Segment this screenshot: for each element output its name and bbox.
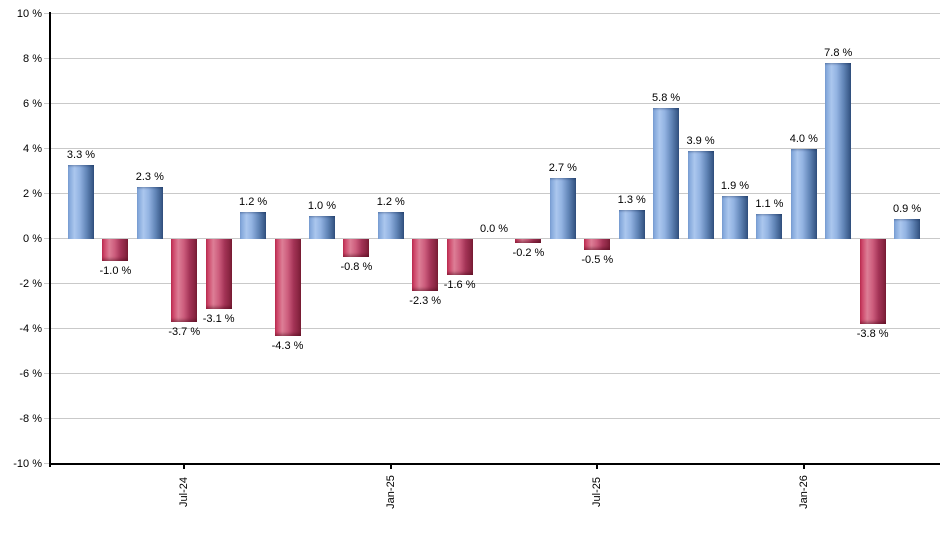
x-axis-tick bbox=[596, 463, 599, 469]
y-axis-tick bbox=[43, 373, 49, 375]
x-axis-tick-label: Jul-24 bbox=[178, 477, 191, 507]
bar-value-label: 2.7 % bbox=[548, 162, 577, 174]
y-axis-tick bbox=[43, 328, 49, 330]
y-axis-line bbox=[48, 12, 51, 467]
bar bbox=[377, 211, 404, 239]
bar bbox=[721, 196, 748, 239]
y-axis-tick bbox=[43, 193, 49, 195]
bar bbox=[756, 214, 783, 239]
x-axis-tick bbox=[389, 463, 392, 469]
bar-value-label: 0.0 % bbox=[479, 222, 509, 235]
y-axis-tick-label: 4 % bbox=[23, 142, 42, 155]
bar bbox=[171, 238, 198, 322]
y-axis-tick-label: 10 % bbox=[16, 7, 42, 20]
bar bbox=[653, 108, 680, 239]
y-axis-tick bbox=[43, 418, 49, 420]
bar bbox=[515, 238, 542, 244]
gridline bbox=[49, 58, 940, 60]
gridline bbox=[49, 418, 940, 420]
bar-value-label: -1.6 % bbox=[443, 278, 476, 291]
bar bbox=[618, 209, 645, 239]
bar-value-label: 1.9 % bbox=[720, 180, 750, 192]
y-axis-tick bbox=[43, 148, 49, 150]
bar-value-label: 1.0 % bbox=[307, 200, 336, 213]
gridline bbox=[49, 283, 940, 285]
bar bbox=[894, 218, 921, 239]
bar-value-label: -3.8 % bbox=[856, 328, 889, 341]
bar bbox=[343, 238, 370, 257]
x-axis-tick bbox=[802, 463, 805, 469]
y-axis-tick bbox=[43, 103, 49, 105]
bar bbox=[859, 238, 886, 325]
gridline bbox=[49, 148, 940, 150]
bar-value-label: -0.5 % bbox=[581, 254, 614, 266]
bar bbox=[584, 238, 611, 250]
bar-value-label: -2.3 % bbox=[409, 294, 442, 307]
bar bbox=[205, 238, 232, 309]
gridline bbox=[49, 193, 940, 195]
y-axis-tick bbox=[43, 238, 49, 240]
y-axis-tick-label: -2 % bbox=[19, 277, 42, 290]
bar bbox=[102, 238, 129, 262]
y-axis-tick-label: 8 % bbox=[23, 52, 42, 65]
bar bbox=[68, 164, 94, 239]
gridline bbox=[49, 238, 940, 240]
bar-value-label: 5.8 % bbox=[652, 92, 681, 105]
gridline bbox=[49, 13, 940, 15]
x-axis-tick-label: Jan-25 bbox=[384, 475, 397, 509]
y-axis-tick-label: -4 % bbox=[19, 322, 42, 335]
x-axis-tick-label: Jan-26 bbox=[797, 475, 810, 509]
bar bbox=[549, 178, 576, 239]
bar-value-label: 4.0 % bbox=[789, 132, 818, 145]
y-axis-tick-label: -10 % bbox=[13, 457, 42, 470]
bar bbox=[308, 216, 335, 239]
bar bbox=[687, 151, 714, 239]
bar-value-label: 7.8 % bbox=[824, 47, 853, 60]
gridline bbox=[49, 328, 940, 330]
bar bbox=[790, 148, 817, 239]
bar-value-label: 1.3 % bbox=[617, 193, 646, 206]
bar-value-label: -0.8 % bbox=[340, 260, 373, 273]
bar-value-label: -0.2 % bbox=[512, 247, 545, 260]
x-axis-tick bbox=[183, 463, 186, 469]
x-axis-tick-label: Jul-25 bbox=[591, 477, 604, 507]
y-axis-tick-label: -8 % bbox=[19, 412, 42, 425]
bar bbox=[274, 238, 301, 336]
gridline bbox=[49, 373, 940, 375]
bar-value-label: -4.3 % bbox=[271, 339, 304, 352]
x-axis-line bbox=[48, 463, 940, 465]
y-axis-tick bbox=[43, 283, 49, 285]
bar bbox=[136, 187, 163, 239]
bar bbox=[240, 211, 267, 239]
bar bbox=[446, 238, 473, 275]
bar-value-label: 3.9 % bbox=[686, 135, 715, 147]
bar-value-label: -3.1 % bbox=[202, 312, 235, 325]
bar bbox=[412, 238, 439, 291]
bar-value-label: -3.7 % bbox=[168, 326, 201, 338]
bar-value-label: 3.3 % bbox=[66, 148, 96, 161]
bar-value-label: 1.2 % bbox=[376, 195, 405, 208]
bar-value-label: 1.2 % bbox=[239, 195, 268, 208]
y-axis-tick-label: 2 % bbox=[23, 187, 42, 200]
bar-value-label: 2.3 % bbox=[135, 171, 164, 183]
y-axis-tick bbox=[43, 58, 49, 60]
bar-value-label: 1.1 % bbox=[755, 198, 784, 210]
bar bbox=[825, 63, 852, 239]
bar-value-label: 0.9 % bbox=[893, 202, 922, 215]
gridline bbox=[49, 103, 940, 105]
y-axis-tick bbox=[43, 13, 49, 15]
y-axis-tick bbox=[43, 463, 49, 465]
bar-value-label: -1.0 % bbox=[99, 265, 132, 278]
y-axis-tick-label: -6 % bbox=[19, 367, 42, 380]
y-axis-tick-label: 6 % bbox=[23, 97, 42, 110]
y-axis-tick-label: 0 % bbox=[23, 232, 42, 245]
